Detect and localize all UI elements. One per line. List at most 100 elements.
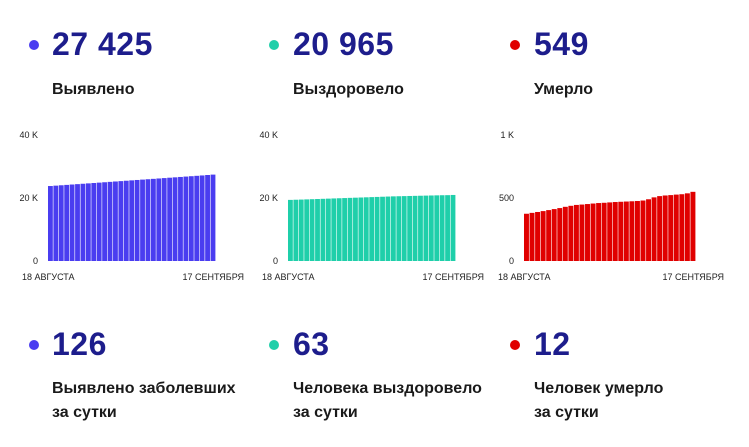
bar: [363, 197, 369, 261]
x-start-label: 18 АВГУСТА: [262, 272, 315, 282]
y-tick-label: 20 K: [19, 193, 38, 203]
bar: [183, 176, 189, 261]
bar: [646, 199, 652, 261]
bar: [618, 201, 624, 261]
daily-detected-label-line1: Выявлено заболевших: [52, 380, 236, 397]
deaths-total: 549: [534, 26, 589, 62]
bar: [178, 176, 183, 261]
bar: [140, 179, 145, 261]
bar: [434, 195, 440, 261]
bar: [380, 196, 385, 261]
y-tick-label: 0: [273, 256, 278, 266]
bar: [396, 196, 402, 261]
bar: [75, 184, 80, 261]
detected-dot-icon: [29, 40, 39, 50]
bar: [418, 195, 423, 261]
x-start-label: 18 АВГУСТА: [498, 272, 551, 282]
bar: [353, 197, 358, 261]
bar: [298, 199, 304, 261]
bar: [315, 199, 320, 261]
bar: [107, 181, 113, 261]
bar: [304, 199, 310, 261]
bar: [85, 183, 91, 261]
y-tick-label: 40 K: [19, 130, 38, 140]
bar: [573, 204, 579, 261]
bar: [579, 204, 585, 261]
bar: [601, 202, 607, 261]
bar: [320, 198, 326, 261]
daily-recovered-label-line2: за сутки: [293, 404, 358, 421]
bar: [188, 176, 194, 261]
bar: [629, 201, 635, 261]
bar: [358, 197, 364, 261]
daily-deaths-label-line2: за сутки: [534, 404, 599, 421]
bar: [423, 195, 429, 261]
bar: [172, 177, 178, 261]
bar: [48, 186, 53, 261]
recovered-total: 20 965: [293, 26, 394, 62]
y-tick-label: 0: [509, 256, 514, 266]
bar: [412, 195, 418, 261]
bar: [167, 177, 173, 261]
deaths-label: Умерло: [534, 81, 593, 98]
bar: [551, 209, 557, 261]
bar: [546, 210, 552, 261]
daily-deaths-value: 12: [534, 326, 571, 362]
daily-recovered-value: 63: [293, 326, 330, 362]
bar: [568, 205, 574, 261]
bar: [596, 203, 602, 261]
bar: [64, 184, 70, 261]
bar: [535, 211, 541, 261]
x-end-label: 17 СЕНТЯБРЯ: [182, 272, 244, 282]
detected-total: 27 425: [52, 26, 153, 62]
bar: [557, 208, 563, 261]
bar: [607, 202, 613, 261]
bar: [53, 185, 59, 261]
daily-detected-value: 126: [52, 326, 107, 362]
bar: [673, 194, 679, 261]
bar: [331, 198, 337, 261]
recovered-label: Выздоровело: [293, 81, 404, 98]
bar: [668, 195, 674, 261]
deaths-chart: 0 500 1 K 18 АВГУСТА 17 СЕНТЯБРЯ: [498, 130, 724, 282]
y-tick-label: 20 K: [259, 193, 278, 203]
bar: [450, 194, 456, 261]
recovered-dot-icon: [269, 40, 279, 50]
bar: [91, 183, 97, 261]
bar: [684, 193, 690, 261]
bar: [439, 195, 445, 261]
bar: [407, 195, 413, 261]
bar: [58, 185, 64, 261]
bar: [134, 179, 140, 261]
bar: [634, 201, 640, 261]
bar: [288, 199, 293, 261]
daily-recovered-label-line1: Человека выздоровело: [293, 380, 482, 397]
y-tick-label: 40 K: [259, 130, 278, 140]
bar: [118, 181, 124, 261]
bar: [150, 178, 156, 261]
bar: [113, 181, 118, 261]
daily-deaths-label-line1: Человек умерло: [534, 380, 664, 397]
bar: [347, 197, 353, 261]
bar: [657, 196, 663, 261]
bar: [69, 184, 75, 261]
bar: [156, 178, 162, 261]
bar: [445, 195, 450, 261]
bar: [210, 174, 216, 261]
y-tick-label: 1 K: [500, 130, 514, 140]
bar: [540, 211, 546, 261]
bar: [390, 196, 396, 261]
daily-detected-label-line2: за сутки: [52, 404, 117, 421]
bar: [679, 194, 685, 261]
x-end-label: 17 СЕНТЯБРЯ: [422, 272, 484, 282]
bar: [385, 196, 391, 261]
bar: [102, 182, 108, 261]
bar: [80, 183, 86, 261]
bar: [123, 180, 129, 261]
recovered-chart: 0 20 K 40 K 18 АВГУСТА 17 СЕНТЯБРЯ: [259, 130, 484, 282]
bar: [96, 182, 102, 261]
y-tick-label: 0: [33, 256, 38, 266]
bar: [325, 198, 331, 261]
bar: [336, 198, 342, 261]
bar: [194, 175, 200, 261]
